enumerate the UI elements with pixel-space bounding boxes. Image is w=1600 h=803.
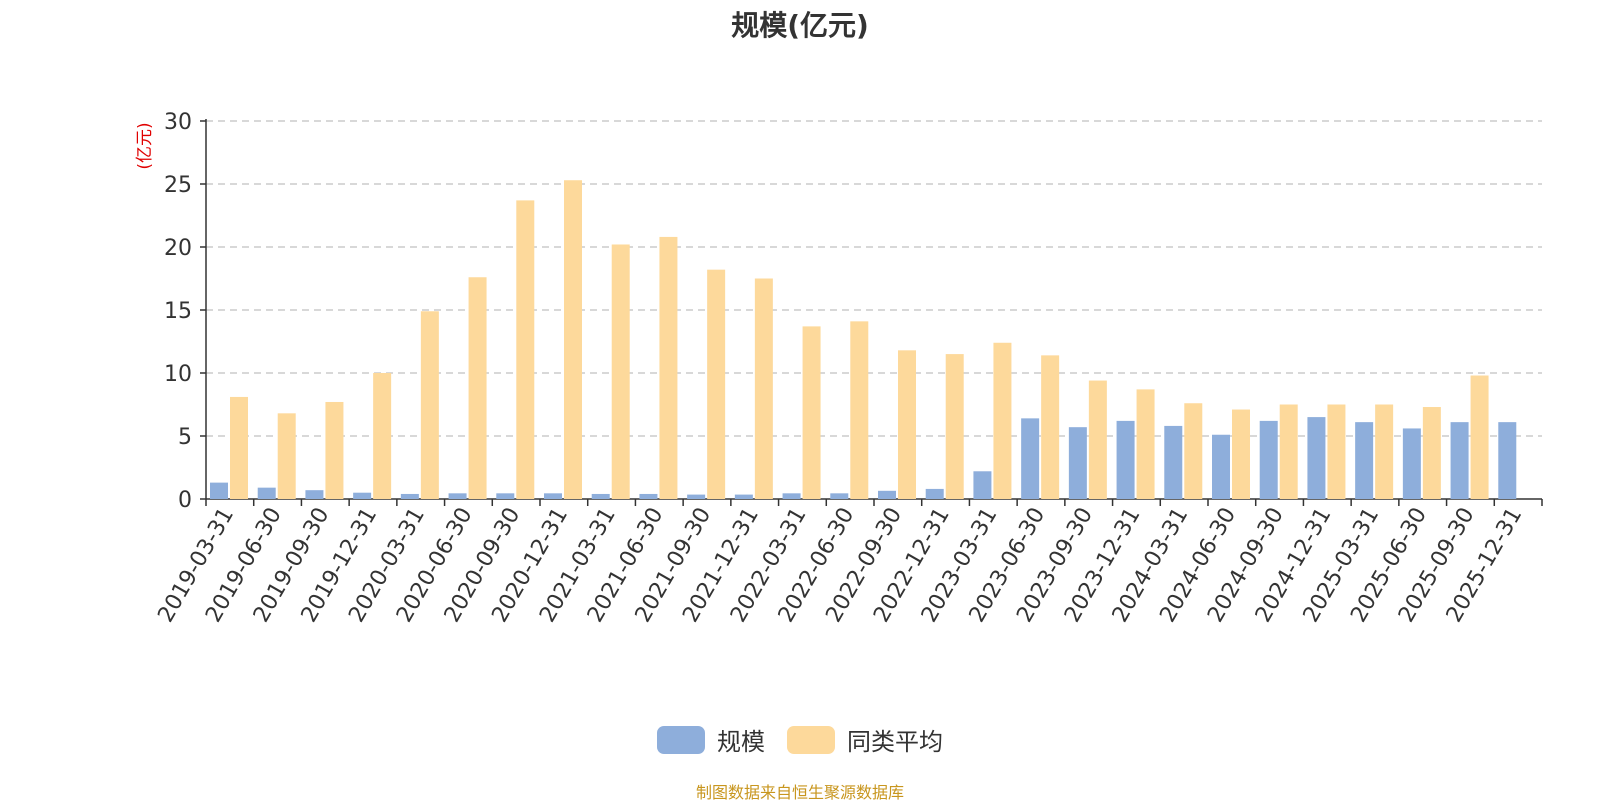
bar-peer-average <box>1422 407 1441 499</box>
bar-scale <box>878 490 896 499</box>
bar-peer-average <box>277 413 296 499</box>
legend: 规模 同类平均 <box>0 722 1600 757</box>
bar-peer-average <box>1327 404 1346 499</box>
bar-scale <box>1212 434 1230 499</box>
bar-scale <box>639 493 658 499</box>
bar-peer-average <box>707 269 726 499</box>
y-tick-label: 20 <box>164 236 192 261</box>
bar-scale <box>734 494 753 499</box>
legend-item-scale[interactable]: 规模 <box>657 722 765 757</box>
bar-peer-average <box>1184 403 1203 499</box>
bar-peer-average <box>564 180 582 499</box>
bar-scale <box>973 471 992 499</box>
y-tick-label: 5 <box>178 425 192 450</box>
bar-scale <box>1116 420 1135 499</box>
bar-scale <box>1259 420 1278 499</box>
bar-scale <box>400 493 419 499</box>
bar-peer-average <box>468 277 487 499</box>
bar-peer-average <box>1088 380 1107 499</box>
bar-peer-average <box>850 321 869 499</box>
bar-peer-average <box>1041 355 1060 499</box>
y-tick-label: 0 <box>178 488 192 513</box>
bar-scale <box>1068 427 1087 499</box>
bar-peer-average <box>1470 375 1489 499</box>
y-tick-label: 10 <box>164 362 192 387</box>
bar-scale <box>1021 418 1040 499</box>
bar-peer-average <box>373 373 392 499</box>
bar-chart: 051015202530(亿元)2019-03-312019-06-302019… <box>135 110 1543 627</box>
bar-scale <box>1355 422 1374 499</box>
bar-scale <box>448 493 467 499</box>
bar-peer-average <box>230 396 248 499</box>
bar-scale <box>210 482 228 499</box>
bar-peer-average <box>898 350 916 499</box>
bar-scale <box>1307 417 1326 499</box>
bar-scale <box>257 487 276 499</box>
bar-peer-average <box>1279 404 1298 499</box>
legend-item-peer-average[interactable]: 同类平均 <box>787 722 943 757</box>
bar-scale <box>782 493 801 499</box>
y-axis-label: (亿元) <box>135 122 155 169</box>
bar-scale <box>1164 425 1183 499</box>
legend-label-scale: 规模 <box>717 728 765 756</box>
y-tick-label: 30 <box>164 110 192 135</box>
bar-peer-average <box>754 278 773 499</box>
legend-label-peer-average: 同类平均 <box>847 728 943 756</box>
bar-peer-average <box>659 236 678 500</box>
bar-scale <box>1498 422 1517 499</box>
source-note: 制图数据来自恒生聚源数据库 <box>695 783 904 802</box>
bar-peer-average <box>516 200 535 499</box>
bar-scale <box>830 493 849 499</box>
bar-scale <box>687 494 706 499</box>
bar-scale <box>353 492 372 499</box>
bar-peer-average <box>1375 404 1394 499</box>
bar-peer-average <box>1232 409 1250 499</box>
bar-peer-average <box>611 244 630 499</box>
legend-swatch-peer-average <box>787 725 835 754</box>
chart-title: 规模(亿元) <box>731 9 869 42</box>
legend-swatch-scale <box>657 725 705 754</box>
bar-scale <box>1450 422 1469 499</box>
bar-peer-average <box>420 311 439 499</box>
bar-scale <box>544 493 562 499</box>
bar-scale <box>305 490 324 499</box>
bar-scale <box>925 488 944 499</box>
y-tick-label: 25 <box>164 173 192 198</box>
bar-peer-average <box>945 354 964 499</box>
bar-peer-average <box>1136 389 1155 499</box>
bar-scale <box>591 493 610 499</box>
bar-peer-average <box>802 326 821 499</box>
bar-scale <box>496 493 515 499</box>
bar-scale <box>1402 428 1421 499</box>
bar-peer-average <box>325 401 344 499</box>
y-tick-label: 15 <box>164 299 192 324</box>
bar-peer-average <box>993 342 1012 499</box>
